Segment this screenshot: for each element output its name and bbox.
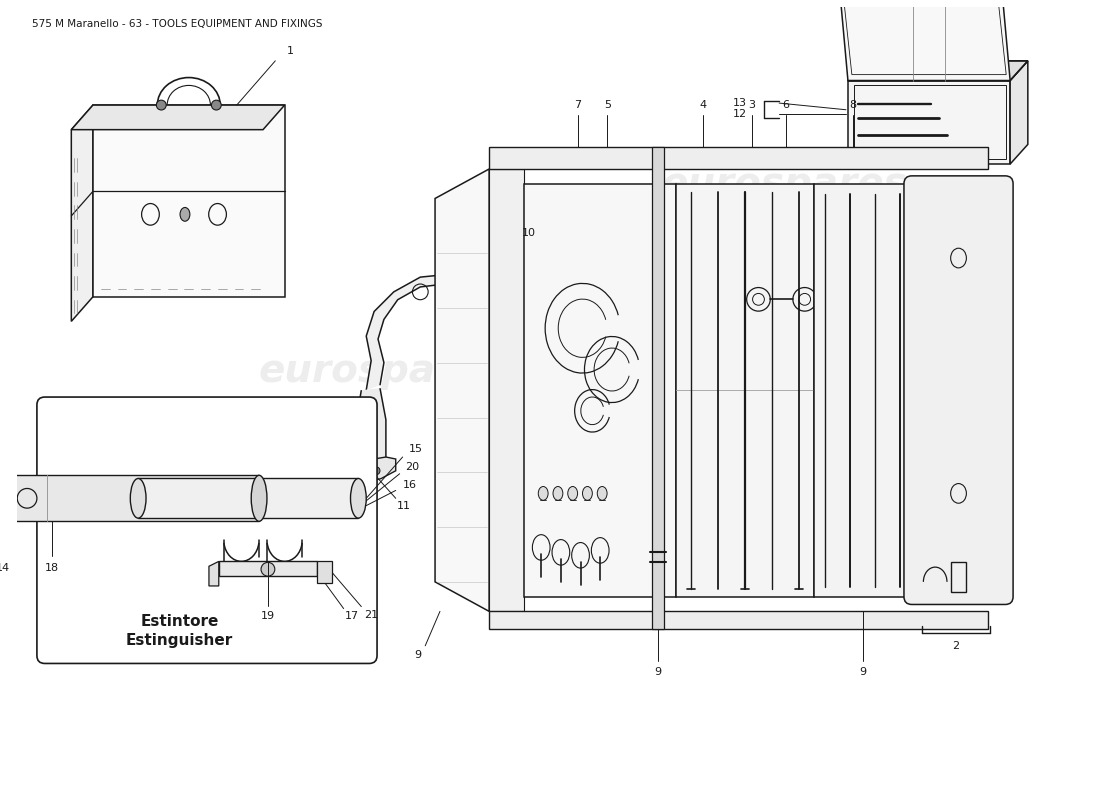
- Text: 3: 3: [748, 100, 755, 110]
- Polygon shape: [72, 105, 285, 130]
- Polygon shape: [139, 478, 359, 518]
- Ellipse shape: [358, 467, 365, 474]
- Text: 5: 5: [604, 100, 611, 110]
- Polygon shape: [92, 105, 285, 297]
- Text: 1: 1: [286, 46, 294, 56]
- Ellipse shape: [261, 562, 275, 576]
- Polygon shape: [679, 254, 740, 290]
- Ellipse shape: [748, 253, 768, 292]
- Polygon shape: [675, 184, 814, 597]
- Text: 6: 6: [782, 100, 790, 110]
- Polygon shape: [840, 0, 1010, 81]
- Text: 9: 9: [414, 650, 421, 660]
- Text: 14: 14: [0, 563, 10, 573]
- Text: 16: 16: [403, 479, 417, 490]
- Ellipse shape: [679, 254, 703, 290]
- Polygon shape: [490, 169, 524, 611]
- Text: 7: 7: [574, 100, 581, 110]
- Ellipse shape: [180, 207, 190, 222]
- Text: 21: 21: [364, 610, 378, 621]
- Text: Estinguisher: Estinguisher: [125, 634, 233, 648]
- FancyBboxPatch shape: [904, 176, 1013, 605]
- Text: 11: 11: [397, 501, 410, 511]
- Ellipse shape: [553, 486, 563, 500]
- Text: 4: 4: [700, 100, 707, 110]
- Ellipse shape: [538, 486, 548, 500]
- Text: 19: 19: [261, 611, 275, 622]
- Polygon shape: [814, 184, 912, 597]
- Polygon shape: [490, 611, 988, 629]
- Ellipse shape: [583, 486, 592, 500]
- Polygon shape: [524, 184, 675, 597]
- Text: 12: 12: [733, 109, 747, 119]
- Text: 15: 15: [408, 444, 422, 454]
- Polygon shape: [1010, 61, 1027, 164]
- Text: 18: 18: [45, 563, 58, 573]
- Ellipse shape: [351, 478, 366, 518]
- Ellipse shape: [156, 100, 166, 110]
- Polygon shape: [434, 169, 490, 611]
- Text: 9: 9: [654, 667, 662, 678]
- Polygon shape: [848, 81, 1010, 164]
- Text: 8: 8: [849, 100, 857, 110]
- Text: 10: 10: [521, 228, 536, 238]
- Polygon shape: [8, 475, 260, 522]
- Polygon shape: [366, 274, 480, 390]
- Text: 20: 20: [406, 462, 419, 472]
- Ellipse shape: [372, 467, 379, 474]
- Polygon shape: [209, 562, 219, 586]
- Text: 575 M Maranello - 63 - TOOLS EQUIPMENT AND FIXINGS: 575 M Maranello - 63 - TOOLS EQUIPMENT A…: [32, 18, 322, 29]
- Polygon shape: [464, 262, 509, 331]
- Polygon shape: [652, 147, 664, 629]
- Polygon shape: [740, 253, 758, 292]
- Ellipse shape: [251, 475, 267, 522]
- Text: 9: 9: [859, 667, 866, 678]
- Ellipse shape: [568, 486, 578, 500]
- Ellipse shape: [754, 262, 766, 283]
- Polygon shape: [848, 61, 1027, 81]
- Ellipse shape: [597, 486, 607, 500]
- Polygon shape: [344, 457, 396, 483]
- Text: eurospares: eurospares: [258, 351, 504, 390]
- Ellipse shape: [211, 100, 221, 110]
- Polygon shape: [356, 388, 386, 467]
- Polygon shape: [317, 562, 332, 583]
- Ellipse shape: [0, 475, 15, 522]
- FancyBboxPatch shape: [37, 397, 377, 663]
- Text: 2: 2: [953, 641, 959, 650]
- Ellipse shape: [671, 259, 686, 285]
- Text: Estintore: Estintore: [141, 614, 219, 629]
- Ellipse shape: [130, 478, 146, 518]
- Polygon shape: [219, 562, 317, 576]
- Text: 13: 13: [733, 98, 747, 108]
- Polygon shape: [490, 147, 988, 169]
- Text: 17: 17: [344, 611, 359, 622]
- Text: eurospares: eurospares: [661, 165, 906, 202]
- Polygon shape: [72, 105, 92, 322]
